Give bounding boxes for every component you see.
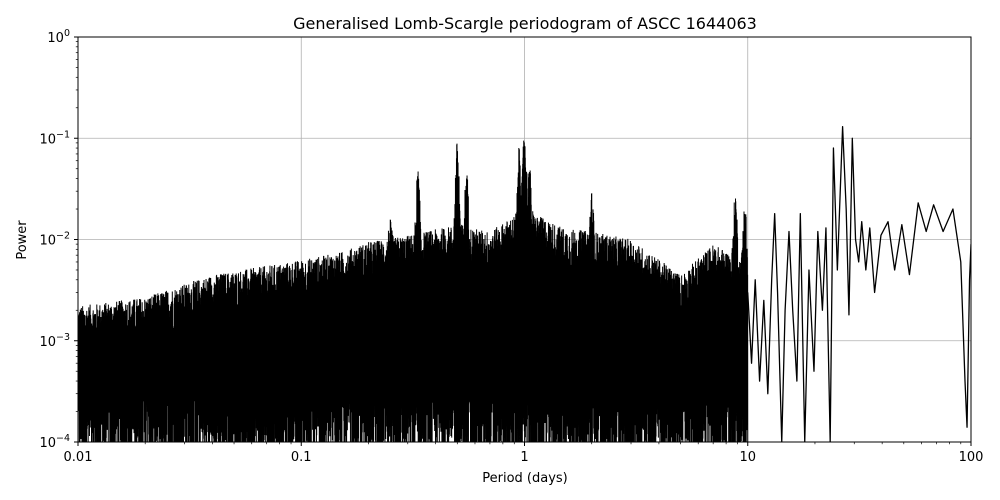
x-tick-label: 0.01 <box>64 450 93 465</box>
x-tick-label: 0.1 <box>291 450 312 465</box>
periodogram-short-period-trace <box>78 140 749 442</box>
periodogram-long-period-trace <box>747 126 971 442</box>
y-axis-label: Power <box>15 220 30 260</box>
x-tick-label: 100 <box>959 450 984 465</box>
axis-ticks: 0.01 0.1 1 10 100 10−4 10−3 10−2 10−1 100 <box>39 28 983 465</box>
y-tick-label: 10−2 <box>39 231 70 249</box>
y-tick-label: 10−1 <box>39 129 70 147</box>
plot-area <box>78 126 971 442</box>
y-tick-label: 10−4 <box>39 433 70 451</box>
x-axis-label: Period (days) <box>482 471 568 486</box>
y-tick-label: 10−3 <box>39 332 70 350</box>
plot-frame <box>77 36 972 443</box>
x-tick-label: 10 <box>739 450 756 465</box>
y-tick-label: 100 <box>47 28 70 46</box>
x-tick-label: 1 <box>520 450 528 465</box>
chart-title: Generalised Lomb-Scargle periodogram of … <box>293 14 757 33</box>
